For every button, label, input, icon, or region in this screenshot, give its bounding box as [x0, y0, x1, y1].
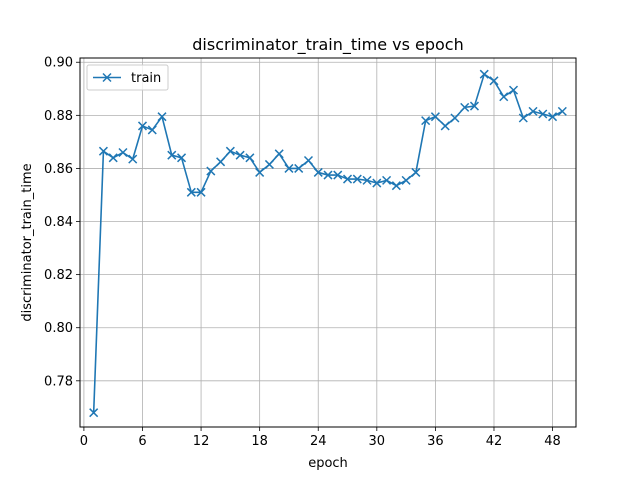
data-point-marker: [469, 101, 479, 111]
data-point-marker: [362, 175, 372, 185]
y-tick-label: 0.88: [44, 109, 73, 124]
data-point-marker: [206, 166, 216, 176]
data-point-marker: [557, 106, 567, 116]
legend: train: [86, 64, 169, 91]
data-point-marker: [333, 170, 343, 180]
data-point-marker: [303, 155, 314, 166]
x-tick-label: 6: [138, 434, 146, 449]
data-point-marker: [157, 112, 167, 122]
data-point-marker: [391, 181, 401, 191]
data-point-marker: [528, 106, 538, 116]
data-point-marker: [489, 76, 499, 86]
data-point-marker: [264, 159, 274, 169]
legend-box: [86, 64, 169, 91]
data-point-marker: [167, 150, 177, 160]
data-point-marker: [499, 92, 509, 102]
data-point-marker: [460, 102, 470, 112]
y-tick-label: 0.90: [44, 56, 73, 71]
data-point-marker: [137, 121, 148, 131]
series-group: [89, 69, 567, 418]
legend-entry-train: train: [131, 71, 161, 86]
x-tick-label: 24: [310, 434, 327, 449]
legend-marker-x-icon: [102, 72, 112, 83]
data-point-marker: [284, 163, 294, 173]
data-point-marker: [274, 149, 284, 159]
x-tick-label: 18: [251, 434, 268, 449]
y-tick-label: 0.80: [44, 321, 73, 336]
chart-title: discriminator_train_time vs epoch: [192, 35, 463, 55]
data-point-marker: [440, 121, 450, 131]
x-tick-label: 30: [369, 434, 386, 449]
y-tick-label: 0.82: [44, 268, 73, 283]
x-axis-ticks: 0 6 12 18 24 30 36 42 48: [80, 427, 561, 449]
data-point-marker: [313, 167, 323, 177]
y-tick-label: 0.84: [44, 215, 73, 230]
data-point-marker: [147, 125, 157, 135]
data-point-marker: [255, 167, 265, 177]
data-point-marker: [430, 112, 440, 122]
data-point-marker: [118, 147, 128, 158]
x-tick-label: 0: [80, 434, 88, 449]
data-point-marker: [401, 175, 411, 185]
data-point-marker: [323, 170, 333, 180]
y-axis-label: discriminator_train_time: [20, 163, 35, 321]
x-tick-label: 42: [486, 434, 503, 449]
data-point-marker: [352, 174, 362, 184]
data-point-marker: [196, 187, 206, 197]
data-point-marker: [518, 113, 528, 123]
x-tick-label: 36: [427, 434, 444, 449]
x-axis-label: epoch: [308, 456, 348, 471]
data-point-marker: [538, 109, 548, 119]
data-point-marker: [186, 187, 196, 197]
data-point-marker: [479, 69, 489, 79]
data-point-marker: [98, 146, 108, 156]
data-point-marker: [372, 178, 382, 188]
y-axis-ticks: 0.78 0.80 0.82 0.84 0.86 0.88 0.90: [44, 56, 80, 389]
data-point-marker: [128, 154, 138, 164]
data-point-marker: [245, 153, 255, 163]
x-tick-label: 48: [544, 434, 561, 449]
x-tick-label: 12: [193, 434, 210, 449]
data-point-marker: [108, 153, 118, 163]
y-tick-label: 0.78: [44, 374, 73, 389]
data-point-marker: [89, 408, 99, 418]
data-point-marker: [342, 174, 353, 184]
grid-lines: [80, 58, 576, 427]
data-point-marker: [548, 112, 558, 122]
data-point-marker: [177, 153, 187, 163]
plot-frame: [79, 57, 577, 428]
data-point-marker: [216, 157, 226, 167]
y-tick-label: 0.86: [44, 162, 73, 177]
data-point-marker: [421, 116, 431, 126]
data-point-marker: [450, 113, 460, 123]
data-point-marker: [294, 163, 304, 173]
data-point-marker: [508, 85, 519, 95]
data-point-marker: [235, 150, 245, 160]
data-point-marker: [411, 167, 421, 177]
data-point-marker: [382, 175, 392, 185]
data-point-marker: [225, 146, 235, 156]
